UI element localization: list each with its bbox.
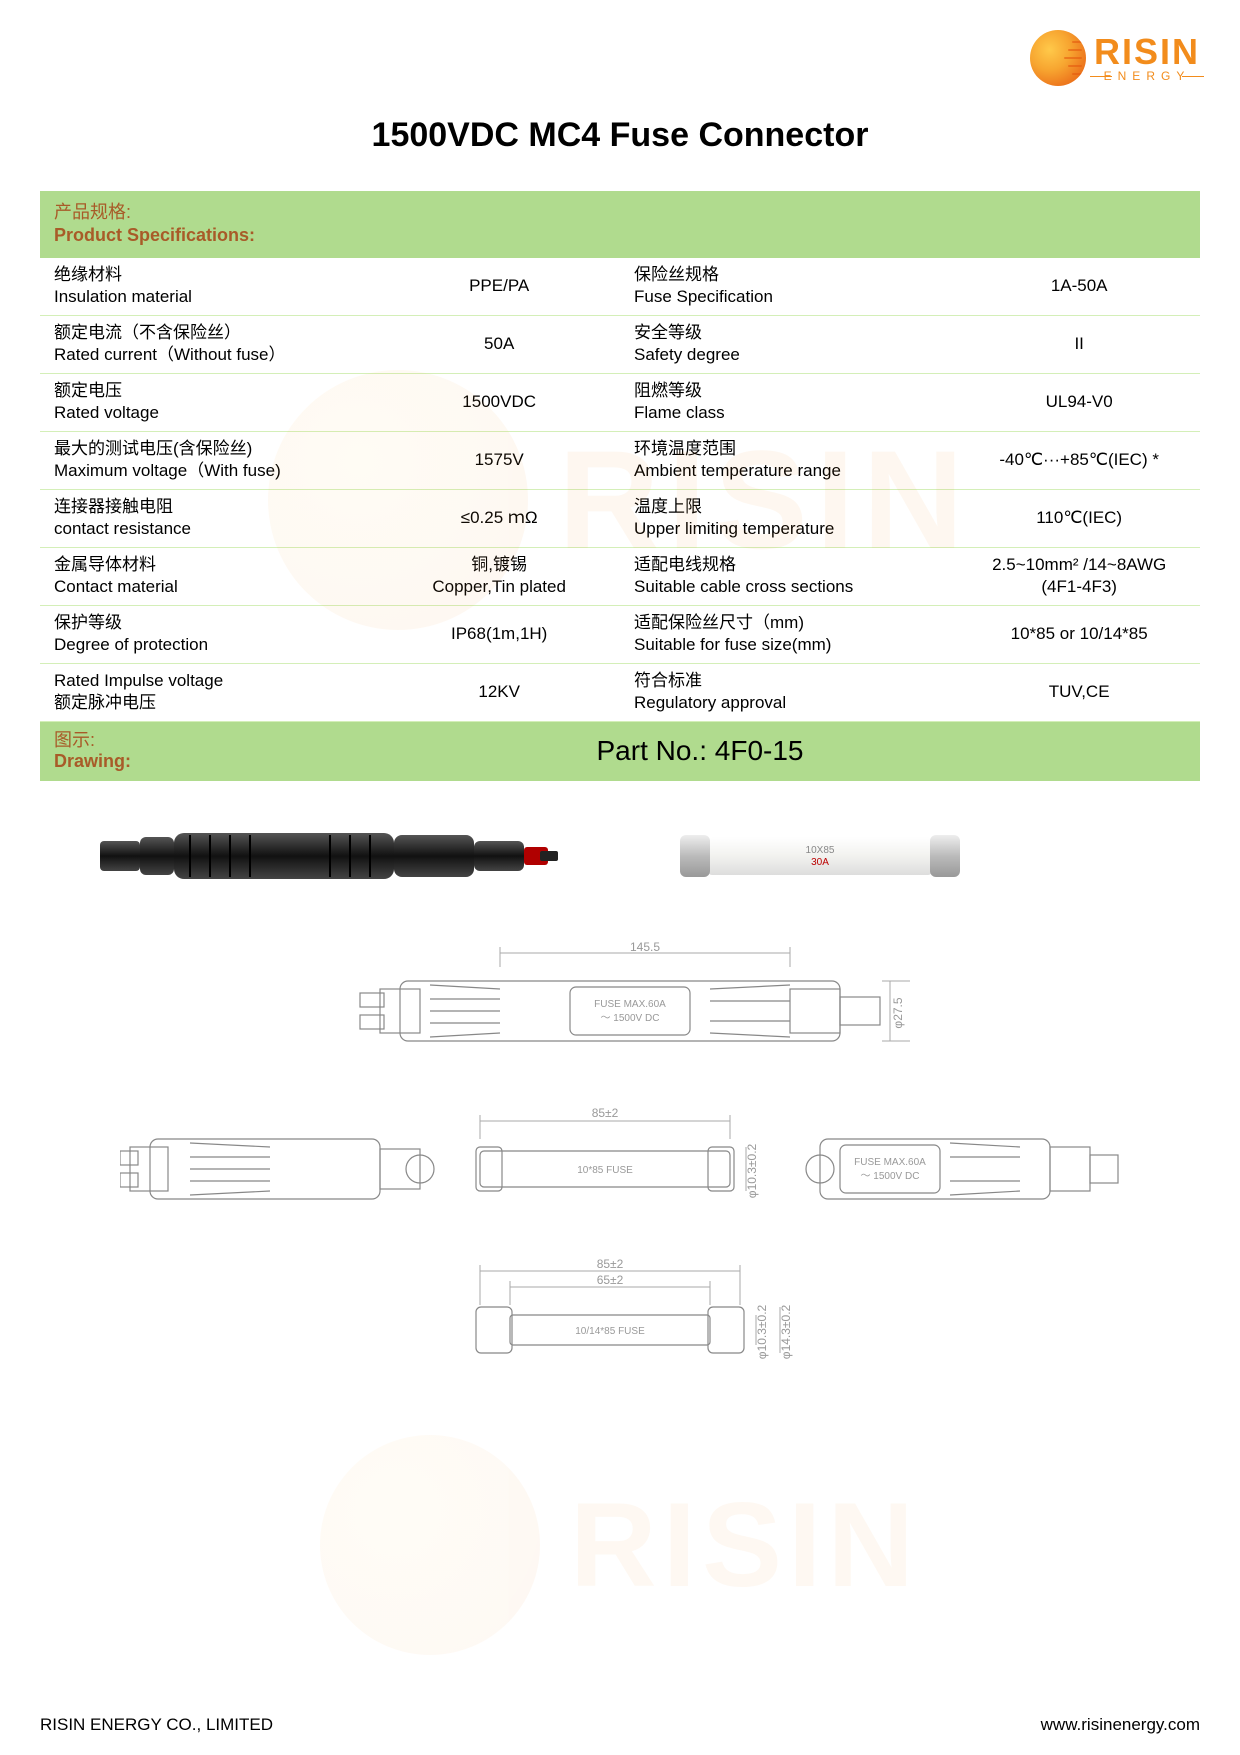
svg-text:φ10.3±0.2: φ10.3±0.2 bbox=[755, 1304, 769, 1359]
spec-row: 安全等级Safety degreeII bbox=[620, 316, 1200, 374]
brand-logo: RISIN ENERGY bbox=[1030, 30, 1200, 86]
technical-drawing-middle: 85±2 10*85 FUSE φ10.3±0.2 FUSE MAX.60A ～… bbox=[120, 1099, 1120, 1229]
spec-row: 额定电流（不含保险丝）Rated current（Without fuse）50… bbox=[40, 316, 620, 374]
svg-text:～ 1500V DC: ～ 1500V DC bbox=[861, 1171, 920, 1182]
spec-label: 适配保险丝尺寸（mm)Suitable for fuse size(mm) bbox=[620, 612, 958, 656]
spec-value: 110℃(IEC) bbox=[958, 507, 1200, 529]
spec-value: PPE/PA bbox=[378, 275, 620, 297]
svg-text:145.5: 145.5 bbox=[630, 941, 660, 954]
spec-label: 连接器接触电阻contact resistance bbox=[40, 496, 378, 540]
spec-row: 温度上限Upper limiting temperature110℃(IEC) bbox=[620, 490, 1200, 548]
spec-label: 绝缘材料Insulation material bbox=[40, 264, 378, 308]
svg-text:30A: 30A bbox=[811, 857, 829, 868]
spec-label: 环境温度范围Ambient temperature range bbox=[620, 438, 958, 482]
spec-label: 金属导体材料Contact material bbox=[40, 554, 378, 598]
part-number: Part No.: 4F0-15 bbox=[334, 735, 1186, 767]
svg-text:85±2: 85±2 bbox=[597, 1257, 624, 1271]
spec-value: ≤0.25 ｍΩ bbox=[378, 507, 620, 529]
technical-drawing-top: 145.5 FUSE MAX.60A ～ 1500V DC bbox=[270, 941, 970, 1071]
header-logo-row: RISIN ENERGY bbox=[40, 30, 1200, 86]
page-footer: RISIN ENERGY CO., LIMITED www.risinenerg… bbox=[40, 1695, 1200, 1735]
logo-sub-text: ENERGY bbox=[1094, 70, 1200, 82]
spec-row: 保险丝规格Fuse Specification1A-50A bbox=[620, 258, 1200, 316]
spec-value: 1A-50A bbox=[958, 275, 1200, 297]
svg-text:φ14.3±0.2: φ14.3±0.2 bbox=[779, 1304, 793, 1359]
spec-row: 适配保险丝尺寸（mm)Suitable for fuse size(mm)10*… bbox=[620, 606, 1200, 664]
spec-row: Rated Impulse voltage额定脉冲电压12KV bbox=[40, 664, 620, 722]
connector-photo bbox=[100, 811, 560, 901]
footer-url: www.risinenergy.com bbox=[1041, 1715, 1200, 1735]
specs-header-cn: 产品规格: bbox=[54, 201, 1186, 224]
spec-label: Rated Impulse voltage额定脉冲电压 bbox=[40, 670, 378, 714]
svg-text:φ27.5: φ27.5 bbox=[891, 997, 905, 1028]
watermark-icon: RISIN bbox=[40, 1435, 1200, 1655]
spec-row: 保护等级Degree of protectionIP68(1m,1H) bbox=[40, 606, 620, 664]
spec-value: 2.5~10mm² /14~8AWG(4F1-4F3) bbox=[958, 554, 1200, 598]
spec-label: 安全等级Safety degree bbox=[620, 322, 958, 366]
spec-label: 额定电压Rated voltage bbox=[40, 380, 378, 424]
spec-label: 温度上限Upper limiting temperature bbox=[620, 496, 958, 540]
spec-label: 阻燃等级Flame class bbox=[620, 380, 958, 424]
spec-value: 12KV bbox=[378, 681, 620, 703]
spec-row: 连接器接触电阻contact resistance≤0.25 ｍΩ bbox=[40, 490, 620, 548]
svg-text:65±2: 65±2 bbox=[597, 1273, 624, 1287]
footer-company: RISIN ENERGY CO., LIMITED bbox=[40, 1715, 273, 1735]
spec-value: TUV,CE bbox=[958, 681, 1200, 703]
spec-row: 环境温度范围Ambient temperature range-40℃···+8… bbox=[620, 432, 1200, 490]
spec-label: 最大的测试电压(含保险丝)Maximum voltage（With fuse) bbox=[40, 438, 378, 482]
svg-text:85±2: 85±2 bbox=[592, 1106, 619, 1120]
spec-value: 1575V bbox=[378, 449, 620, 471]
spec-label: 适配电线规格Suitable cable cross sections bbox=[620, 554, 958, 598]
spec-row: 绝缘材料Insulation materialPPE/PA bbox=[40, 258, 620, 316]
svg-text:FUSE MAX.60A: FUSE MAX.60A bbox=[594, 999, 666, 1010]
svg-text:10*85 FUSE: 10*85 FUSE bbox=[577, 1165, 633, 1176]
drawing-area: RISIN bbox=[40, 781, 1200, 1695]
spec-row: 金属导体材料Contact material铜,镀锡Copper,Tin pla… bbox=[40, 548, 620, 606]
svg-text:φ10.3±0.2: φ10.3±0.2 bbox=[745, 1143, 759, 1198]
spec-value: 50A bbox=[378, 333, 620, 355]
spec-row: 最大的测试电压(含保险丝)Maximum voltage（With fuse)1… bbox=[40, 432, 620, 490]
spec-value: UL94-V0 bbox=[958, 391, 1200, 413]
spec-row: 阻燃等级Flame classUL94-V0 bbox=[620, 374, 1200, 432]
spec-label: 保护等级Degree of protection bbox=[40, 612, 378, 656]
logo-sun-icon bbox=[1030, 30, 1086, 86]
svg-text:～ 1500V DC: ～ 1500V DC bbox=[601, 1013, 660, 1024]
spec-row: 额定电压Rated voltage1500VDC bbox=[40, 374, 620, 432]
spec-value: 1500VDC bbox=[378, 391, 620, 413]
specifications-table: RISIN 绝缘材料Insulation materialPPE/PA额定电流（… bbox=[40, 258, 1200, 722]
spec-value: IP68(1m,1H) bbox=[378, 623, 620, 645]
drawing-header-cn: 图示: bbox=[54, 730, 334, 752]
spec-label: 额定电流（不含保险丝）Rated current（Without fuse） bbox=[40, 322, 378, 366]
technical-drawing-bottom: 85±2 65±2 10/14*85 FUSE φ10.3±0.2 φ14.3±… bbox=[420, 1257, 820, 1387]
spec-row: 适配电线规格Suitable cable cross sections2.5~1… bbox=[620, 548, 1200, 606]
spec-label: 符合标准Regulatory approval bbox=[620, 670, 958, 714]
spec-value: -40℃···+85℃(IEC) * bbox=[958, 449, 1200, 471]
logo-brand-text: RISIN bbox=[1094, 34, 1200, 70]
drawing-section-header: 图示: Drawing: Part No.: 4F0-15 bbox=[40, 722, 1200, 781]
spec-label: 保险丝规格Fuse Specification bbox=[620, 264, 958, 308]
spec-row: 符合标准Regulatory approvalTUV,CE bbox=[620, 664, 1200, 722]
specs-header-en: Product Specifications: bbox=[54, 224, 1186, 247]
svg-text:FUSE MAX.60A: FUSE MAX.60A bbox=[854, 1157, 926, 1168]
spec-value: 铜,镀锡Copper,Tin plated bbox=[378, 554, 620, 598]
svg-text:10/14*85 FUSE: 10/14*85 FUSE bbox=[575, 1326, 645, 1337]
drawing-header-en: Drawing: bbox=[54, 751, 334, 773]
fuse-photo: 10X85 30A bbox=[680, 829, 960, 883]
spec-value: 10*85 or 10/14*85 bbox=[958, 623, 1200, 645]
svg-text:10X85: 10X85 bbox=[806, 845, 835, 856]
page-title: 1500VDC MC4 Fuse Connector bbox=[40, 116, 1200, 155]
specs-section-header: 产品规格: Product Specifications: bbox=[40, 191, 1200, 258]
spec-value: II bbox=[958, 333, 1200, 355]
